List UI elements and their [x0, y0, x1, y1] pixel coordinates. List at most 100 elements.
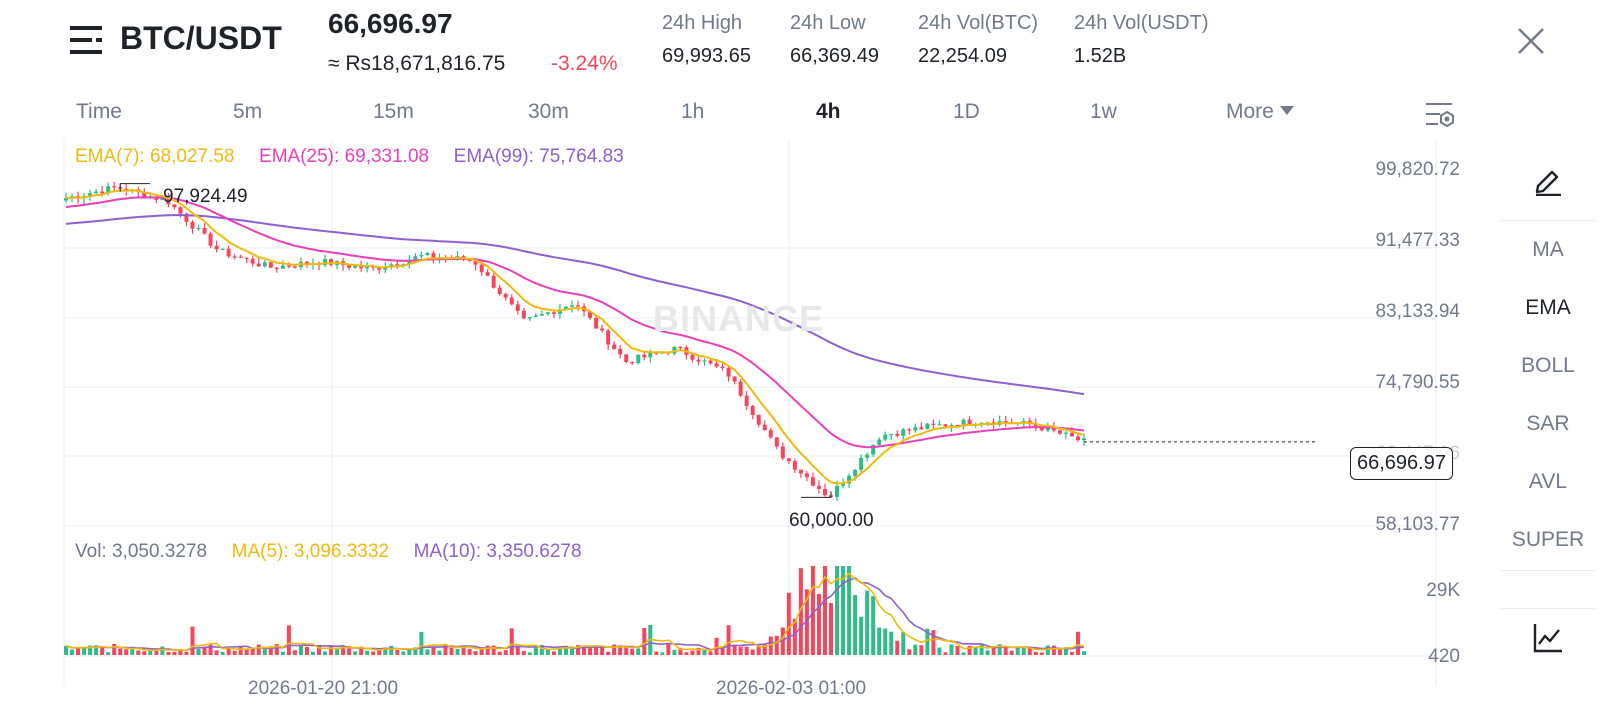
candle-body: [64, 198, 68, 201]
volume-bar: [130, 649, 135, 655]
stat-value: 22,254.09: [918, 45, 1007, 67]
indicator-ma[interactable]: MA: [1532, 238, 1564, 261]
volume-bar: [166, 651, 171, 655]
tab-5m[interactable]: 5m: [233, 100, 263, 123]
candle-body: [678, 346, 683, 349]
volume-bar: [76, 647, 81, 655]
volume-bar: [726, 625, 731, 655]
candle-body: [377, 267, 382, 270]
candle-body: [557, 309, 562, 314]
volume-bar: [810, 566, 815, 655]
volume-bar: [642, 627, 647, 655]
volume-bar: [82, 647, 87, 655]
candle-body: [106, 186, 111, 194]
line-chart-icon[interactable]: [1532, 622, 1564, 654]
tab-1w[interactable]: 1w: [1090, 100, 1117, 123]
price-axis-label: 74,790.55: [1375, 372, 1460, 393]
vol-ma10-legend: MA(10): 3,350.6278: [413, 541, 582, 562]
tab-4h[interactable]: 4h: [816, 100, 841, 123]
indicator-super[interactable]: SUPER: [1511, 528, 1585, 551]
tab-more[interactable]: More: [1226, 100, 1294, 124]
candle-body: [822, 488, 827, 496]
volume-bar: [70, 649, 75, 655]
indicator-boll[interactable]: BOLL: [1521, 354, 1575, 377]
close-icon[interactable]: [1516, 26, 1546, 56]
stat-24h-high: 24h High 69,993.65: [662, 12, 751, 68]
volume-bar: [389, 645, 394, 655]
volume-bar: [533, 647, 538, 655]
volume-bar: [184, 651, 189, 655]
tab-30m[interactable]: 30m: [528, 100, 569, 123]
candle-body: [250, 258, 255, 264]
volume-bar: [94, 645, 99, 655]
tab-time[interactable]: Time: [76, 100, 122, 123]
candle-body: [383, 267, 388, 270]
tab-more-label: More: [1226, 100, 1274, 123]
candle-body: [816, 485, 821, 489]
candle-body: [798, 469, 803, 474]
volume-bar: [449, 645, 454, 655]
candle-body: [1057, 430, 1062, 434]
indicator-ema[interactable]: EMA: [1525, 296, 1571, 319]
candle-body: [292, 266, 297, 268]
volume-bar: [491, 645, 496, 655]
volume-bar: [949, 644, 954, 655]
volume-ma5-line: [65, 572, 1085, 652]
volume-bar: [955, 645, 960, 655]
last-price-tag: 66,696.97: [1350, 447, 1453, 480]
tab-1d[interactable]: 1D: [953, 100, 980, 123]
tab-15m[interactable]: 15m: [373, 100, 414, 123]
candle-body: [232, 256, 237, 258]
candle-body: [949, 424, 954, 427]
volume-bar: [383, 647, 388, 655]
candlestick-chart[interactable]: [0, 138, 1480, 698]
low-marker-line: [801, 491, 832, 498]
volume-bar: [563, 645, 568, 655]
volume-bar: [991, 646, 996, 655]
volume-bar: [359, 646, 364, 655]
candle-body: [485, 272, 490, 276]
candle-body: [889, 433, 894, 436]
candle-body: [515, 304, 520, 311]
candle-body: [642, 354, 647, 358]
volume-bar: [437, 650, 442, 655]
candle-body: [841, 483, 846, 486]
candle-body: [961, 419, 966, 427]
candle-body: [545, 312, 550, 315]
candle-body: [1082, 438, 1086, 441]
volume-bar: [196, 649, 201, 655]
volume-bar: [515, 646, 520, 655]
tab-1h[interactable]: 1h: [681, 100, 705, 123]
volume-bar: [660, 652, 665, 655]
chart-settings-icon[interactable]: [1424, 100, 1456, 132]
menu-icon[interactable]: [70, 24, 104, 56]
candle-body: [238, 256, 243, 258]
candle-body: [256, 263, 261, 267]
high-marker-line: [119, 183, 151, 192]
indicator-avl[interactable]: AVL: [1528, 470, 1568, 493]
candle-body: [244, 257, 249, 259]
volume-bar: [238, 646, 243, 655]
volume-bar: [985, 650, 990, 655]
volume-bar: [214, 650, 219, 655]
volume-bar: [997, 644, 1002, 655]
volume-bar: [708, 651, 713, 655]
volume-bar: [702, 649, 707, 655]
candle-body: [1003, 421, 1008, 423]
candle-body: [792, 461, 797, 470]
volume-bar: [443, 644, 448, 655]
pencil-icon[interactable]: [1532, 164, 1564, 196]
candle-body: [847, 475, 852, 484]
candle-body: [190, 221, 195, 229]
candle-body: [407, 259, 412, 265]
candle-body: [871, 444, 876, 455]
candle-body: [142, 191, 147, 198]
candle-body: [431, 252, 436, 259]
indicator-sar[interactable]: SAR: [1526, 412, 1570, 435]
volume-bar: [744, 646, 749, 655]
volume-bar: [124, 649, 129, 655]
volume-bar: [1003, 646, 1008, 655]
trading-pair[interactable]: BTC/USDT: [120, 20, 282, 56]
volume-bar: [365, 650, 370, 655]
ema25-line: [65, 196, 1085, 449]
